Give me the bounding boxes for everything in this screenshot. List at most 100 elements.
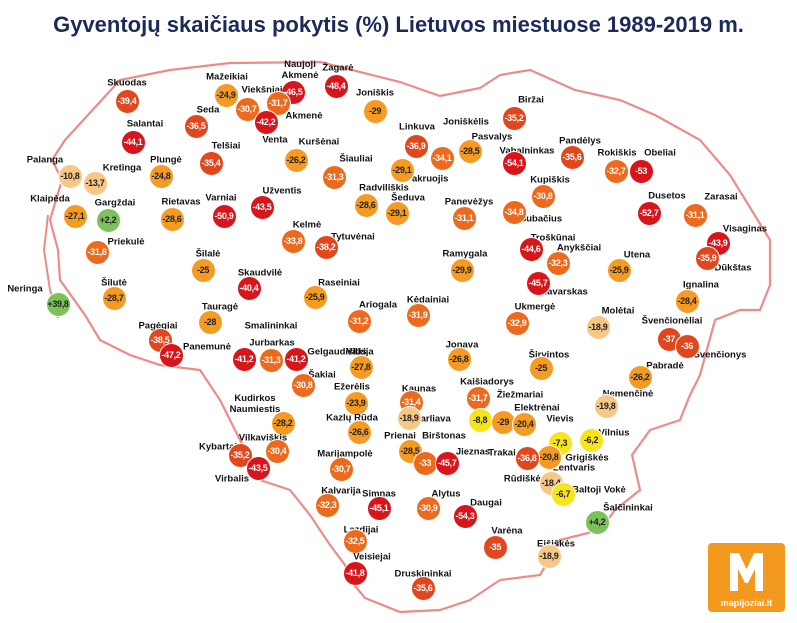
title: Gyventojų skaičiaus pokytis (%) Lietuvos… xyxy=(53,12,744,37)
city-name: Kazlų Rūda xyxy=(326,412,378,424)
city-name: Kupiškis xyxy=(530,174,570,186)
city-value: -32,7 xyxy=(603,158,629,184)
city-name: Vievis xyxy=(546,413,574,425)
city-name: Gargždai xyxy=(94,197,136,209)
city-name: Skuodas xyxy=(107,77,147,89)
city-value: -25,9 xyxy=(606,257,632,283)
city-value: -35 xyxy=(482,534,508,560)
city-value: -53 xyxy=(628,158,654,184)
city-name: Plungė xyxy=(150,154,182,166)
city-name: Pakruojis xyxy=(405,173,449,185)
city-value: -35,2 xyxy=(501,105,527,131)
city-name: Subačius xyxy=(519,213,563,225)
city-name: Telšiai xyxy=(211,140,241,152)
city-value: -35,6 xyxy=(410,575,436,601)
city-name: Žagarė xyxy=(322,62,354,74)
city-name: Pandėlys xyxy=(559,135,601,147)
city-name: Biržai xyxy=(518,94,544,106)
city-name: Jonava xyxy=(445,339,479,351)
city-name: Naujoji Akmenė xyxy=(281,59,319,81)
city-name: Jurbarkas xyxy=(249,337,295,349)
city-name: Virbalis xyxy=(214,473,250,485)
city-value: -28,6 xyxy=(353,192,379,218)
city-value: -43,5 xyxy=(249,194,275,220)
city-name: Ignalina xyxy=(683,279,719,291)
city-value: +4,2 xyxy=(584,509,610,535)
city-name: Ramygala xyxy=(442,248,488,260)
city-name: Obeliai xyxy=(644,147,676,159)
city-name: Visaginas xyxy=(722,223,768,235)
city-value: -28,7 xyxy=(101,285,127,311)
city-value: -28 xyxy=(197,309,223,335)
city-value: -29,1 xyxy=(384,200,410,226)
city-value: -24,8 xyxy=(148,163,174,189)
city-value: -31,3 xyxy=(258,347,284,373)
city-value: -41,2 xyxy=(283,346,309,372)
city-name: Linkuva xyxy=(399,121,435,133)
logo: mapijoziai.lt xyxy=(708,543,785,612)
city-name: Kalvarija xyxy=(321,485,361,497)
city-name: Alytus xyxy=(431,488,461,500)
city-name: Rietavas xyxy=(161,196,201,208)
city-value: -24,9 xyxy=(213,82,239,108)
city-value: -44,6 xyxy=(518,236,544,262)
city-name: Seda xyxy=(196,104,220,116)
city-name: Varniai xyxy=(205,192,237,204)
city-value: -25,9 xyxy=(302,284,328,310)
city-value: -43,5 xyxy=(245,455,271,481)
city-value: -38,2 xyxy=(313,234,339,260)
city-name: Kuršėnai xyxy=(298,136,340,148)
city-value: -6,2 xyxy=(578,427,604,453)
city-name: Molėtai xyxy=(601,305,635,317)
city-name: Akmenė xyxy=(285,110,323,122)
city-name: Neringa xyxy=(7,283,43,295)
city-name: Širvintos xyxy=(528,349,570,361)
city-value: -32,9 xyxy=(504,310,530,336)
city-value: -23,9 xyxy=(343,390,369,416)
city-name: Vilkija xyxy=(346,346,374,358)
city-value: -19,8 xyxy=(593,393,619,419)
city-value: -18,9 xyxy=(536,543,562,569)
city-value: +2,2 xyxy=(95,207,121,233)
city-value: -26,2 xyxy=(627,364,653,390)
city-value: -31,1 xyxy=(451,205,477,231)
city-value: -8,8 xyxy=(467,407,493,433)
city-value: -28,6 xyxy=(159,206,185,232)
city-name: Grigiškės xyxy=(565,452,609,464)
city-name: Vilnius xyxy=(598,427,630,439)
city-value: -33 xyxy=(412,450,438,476)
city-name: Šiauliai xyxy=(339,153,373,165)
city-value: -30,4 xyxy=(264,438,290,464)
city-value: -18,9 xyxy=(396,405,422,431)
city-name: Pabradė xyxy=(646,360,684,372)
city-name: Kretinga xyxy=(102,162,142,174)
city-name: Radviliškis xyxy=(359,182,409,194)
city-value: -26,8 xyxy=(446,346,472,372)
city-value: -6,7 xyxy=(550,481,576,507)
logo-site: mapijoziai.lt xyxy=(720,598,773,608)
city-name: Palanga xyxy=(26,154,64,166)
city-value: -46,5 xyxy=(280,79,306,105)
city-name: Rokiškis xyxy=(597,147,637,159)
city-value: -35,6 xyxy=(559,144,585,170)
city-name: Rūdiškės xyxy=(503,473,547,485)
city-name: Pagėgiai xyxy=(138,320,178,332)
city-name: Užventis xyxy=(262,185,302,197)
city-name: Gelgaudiškis xyxy=(307,346,367,358)
city-value: -30,7 xyxy=(328,456,354,482)
city-name: Jieznas xyxy=(455,446,491,458)
city-name: Joniškis xyxy=(355,87,395,99)
city-value: -18,9 xyxy=(585,314,611,340)
city-name: Šeduva xyxy=(391,192,425,204)
city-value: -36 xyxy=(674,333,700,359)
city-value: -44,1 xyxy=(120,129,146,155)
city-value: -31,8 xyxy=(84,239,110,265)
city-name: Utena xyxy=(623,249,651,261)
city-name: Šalčininkai xyxy=(603,502,653,514)
city-name: Dūkštas xyxy=(714,262,752,274)
city-value: -41,2 xyxy=(231,346,257,372)
city-name: Prienai xyxy=(384,430,416,442)
city-value: -30,8 xyxy=(530,183,556,209)
city-name: Tauragė xyxy=(201,301,239,313)
city-value: -36,9 xyxy=(403,133,429,159)
